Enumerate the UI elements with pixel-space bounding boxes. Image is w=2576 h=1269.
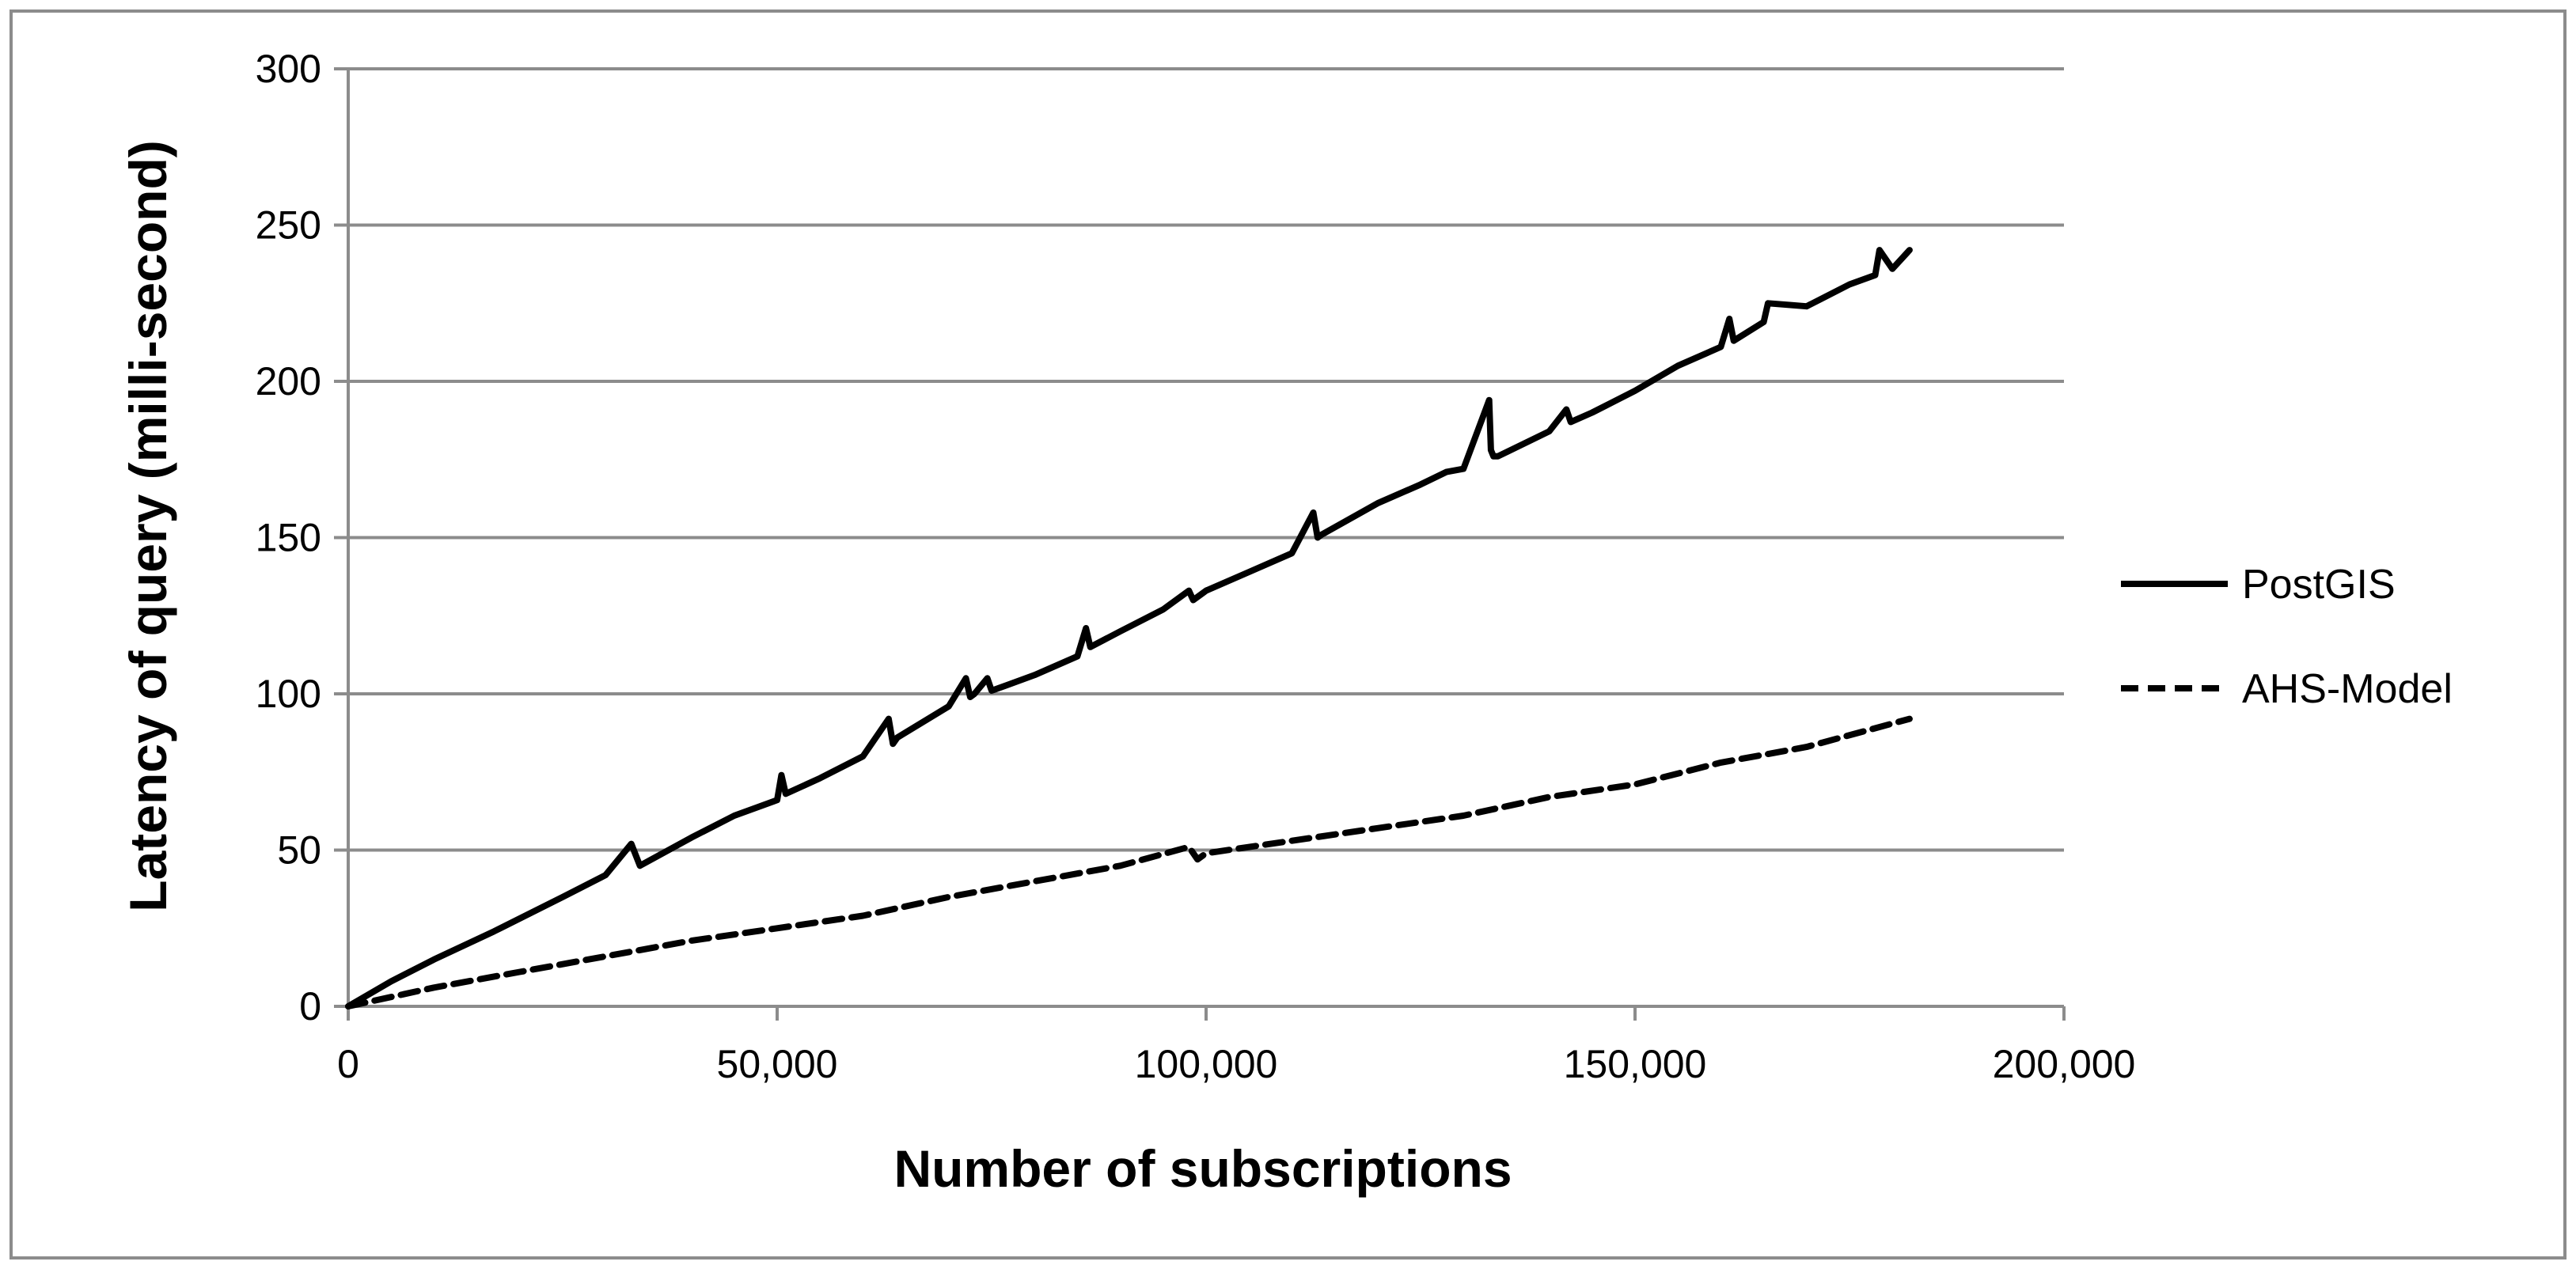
legend: PostGIS AHS-Model [2121, 562, 2453, 712]
series-line-postgis [345, 247, 1913, 1010]
chart-border [9, 9, 2567, 1260]
x-axis-title: Number of subscriptions [893, 1139, 1512, 1198]
y-tick-labels: 0 50 100 150 200 250 300 [256, 47, 321, 1028]
x-tick-label-100000: 100,000 [1135, 1042, 1278, 1086]
y-tick-label-0: 0 [299, 984, 321, 1028]
x-tick-label-50000: 50,000 [717, 1042, 838, 1086]
y-tick-label-50: 50 [277, 828, 321, 873]
y-axis-title: Latency of query (milli-second) [119, 140, 177, 912]
axes [334, 67, 2066, 1021]
x-tick-label-200000: 200,000 [1993, 1042, 2136, 1086]
series-lines [345, 247, 1913, 1010]
legend-label-ahs-model: AHS-Model [2242, 666, 2453, 712]
legend-label-postgis: PostGIS [2242, 562, 2396, 608]
y-tick-label-150: 150 [256, 516, 321, 560]
gridlines [348, 67, 2064, 852]
x-tick-label-150000: 150,000 [1564, 1042, 1707, 1086]
x-tick-label-0: 0 [337, 1042, 359, 1086]
y-tick-label-300: 300 [256, 47, 321, 91]
y-tick-label-250: 250 [256, 203, 321, 248]
y-tick-label-200: 200 [256, 359, 321, 403]
y-tick-label-100: 100 [256, 672, 321, 716]
x-tick-labels: 0 50,000 100,000 150,000 200,000 [337, 1042, 2135, 1086]
